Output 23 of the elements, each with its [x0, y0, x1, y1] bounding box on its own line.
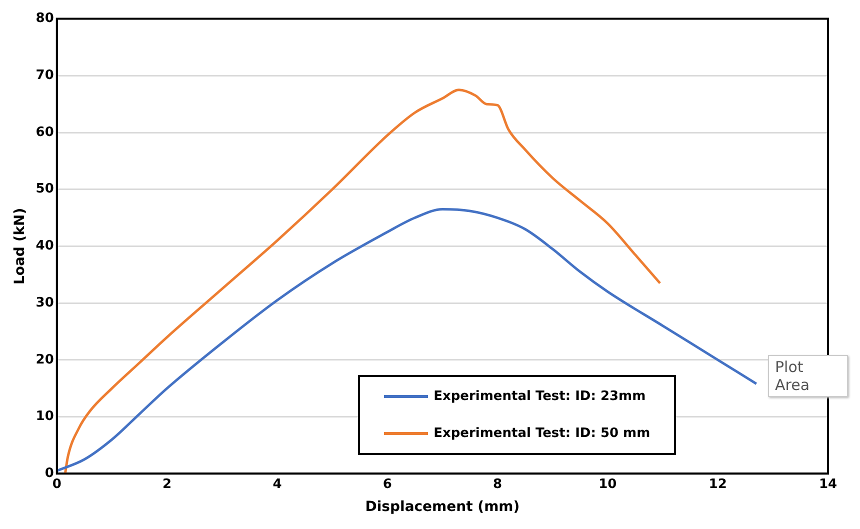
- x-tick-label: 12: [708, 476, 727, 492]
- y-tick-label: 40: [36, 238, 54, 254]
- x-tick-label: 8: [493, 476, 502, 492]
- y-tick-label: 60: [36, 124, 54, 140]
- legend-label: Experimental Test: ID: 50 mm: [434, 426, 650, 442]
- x-tick-label: 6: [382, 476, 392, 492]
- x-axis-title: Displacement (mm): [365, 499, 520, 516]
- y-tick-label: 30: [36, 295, 54, 310]
- x-tick-label: 4: [272, 476, 282, 492]
- y-axis-title: Load (kN): [12, 208, 28, 285]
- x-tick-label: 2: [162, 476, 172, 492]
- x-tick-label: 14: [818, 476, 838, 492]
- x-tick-label: 10: [598, 476, 617, 492]
- y-tick-label: 50: [36, 182, 54, 197]
- annotation: Plot Area: [768, 355, 848, 398]
- line-series: [64, 88, 662, 474]
- y-tick-label: 80: [36, 11, 54, 26]
- line-series: [56, 208, 758, 472]
- y-tick-label: 0: [44, 466, 54, 481]
- legend-label: Experimental Test: ID: 23mm: [434, 389, 646, 404]
- y-tick-label: 70: [36, 68, 54, 84]
- y-tick-label: 20: [36, 352, 54, 368]
- y-tick-label: 10: [36, 409, 54, 424]
